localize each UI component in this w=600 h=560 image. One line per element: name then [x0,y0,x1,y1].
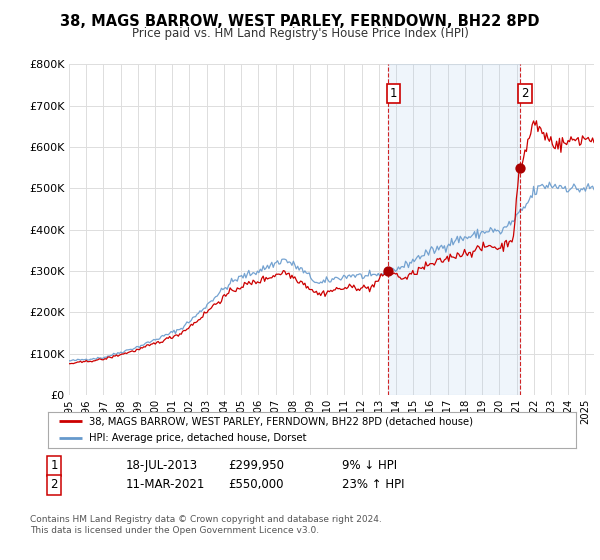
Text: 38, MAGS BARROW, WEST PARLEY, FERNDOWN, BH22 8PD (detached house): 38, MAGS BARROW, WEST PARLEY, FERNDOWN, … [89,417,473,426]
Text: This data is licensed under the Open Government Licence v3.0.: This data is licensed under the Open Gov… [30,526,319,535]
Text: 1: 1 [50,459,58,473]
Point [515,163,524,172]
Text: Price paid vs. HM Land Registry's House Price Index (HPI): Price paid vs. HM Land Registry's House … [131,27,469,40]
Text: Contains HM Land Registry data © Crown copyright and database right 2024.: Contains HM Land Registry data © Crown c… [30,515,382,524]
Bar [388,64,520,395]
Text: 11-MAR-2021: 11-MAR-2021 [126,478,205,492]
Text: 23% ↑ HPI: 23% ↑ HPI [342,478,404,492]
Text: 2: 2 [521,87,529,100]
Text: 1: 1 [389,87,397,100]
Text: 18-JUL-2013: 18-JUL-2013 [126,459,198,473]
Text: 38, MAGS BARROW, WEST PARLEY, FERNDOWN, BH22 8PD: 38, MAGS BARROW, WEST PARLEY, FERNDOWN, … [60,14,540,29]
Text: HPI: Average price, detached house, Dorset: HPI: Average price, detached house, Dors… [89,433,307,443]
Text: £550,000: £550,000 [228,478,284,492]
Text: 9% ↓ HPI: 9% ↓ HPI [342,459,397,473]
Point [383,267,393,276]
Text: £299,950: £299,950 [228,459,284,473]
Text: 2: 2 [50,478,58,492]
